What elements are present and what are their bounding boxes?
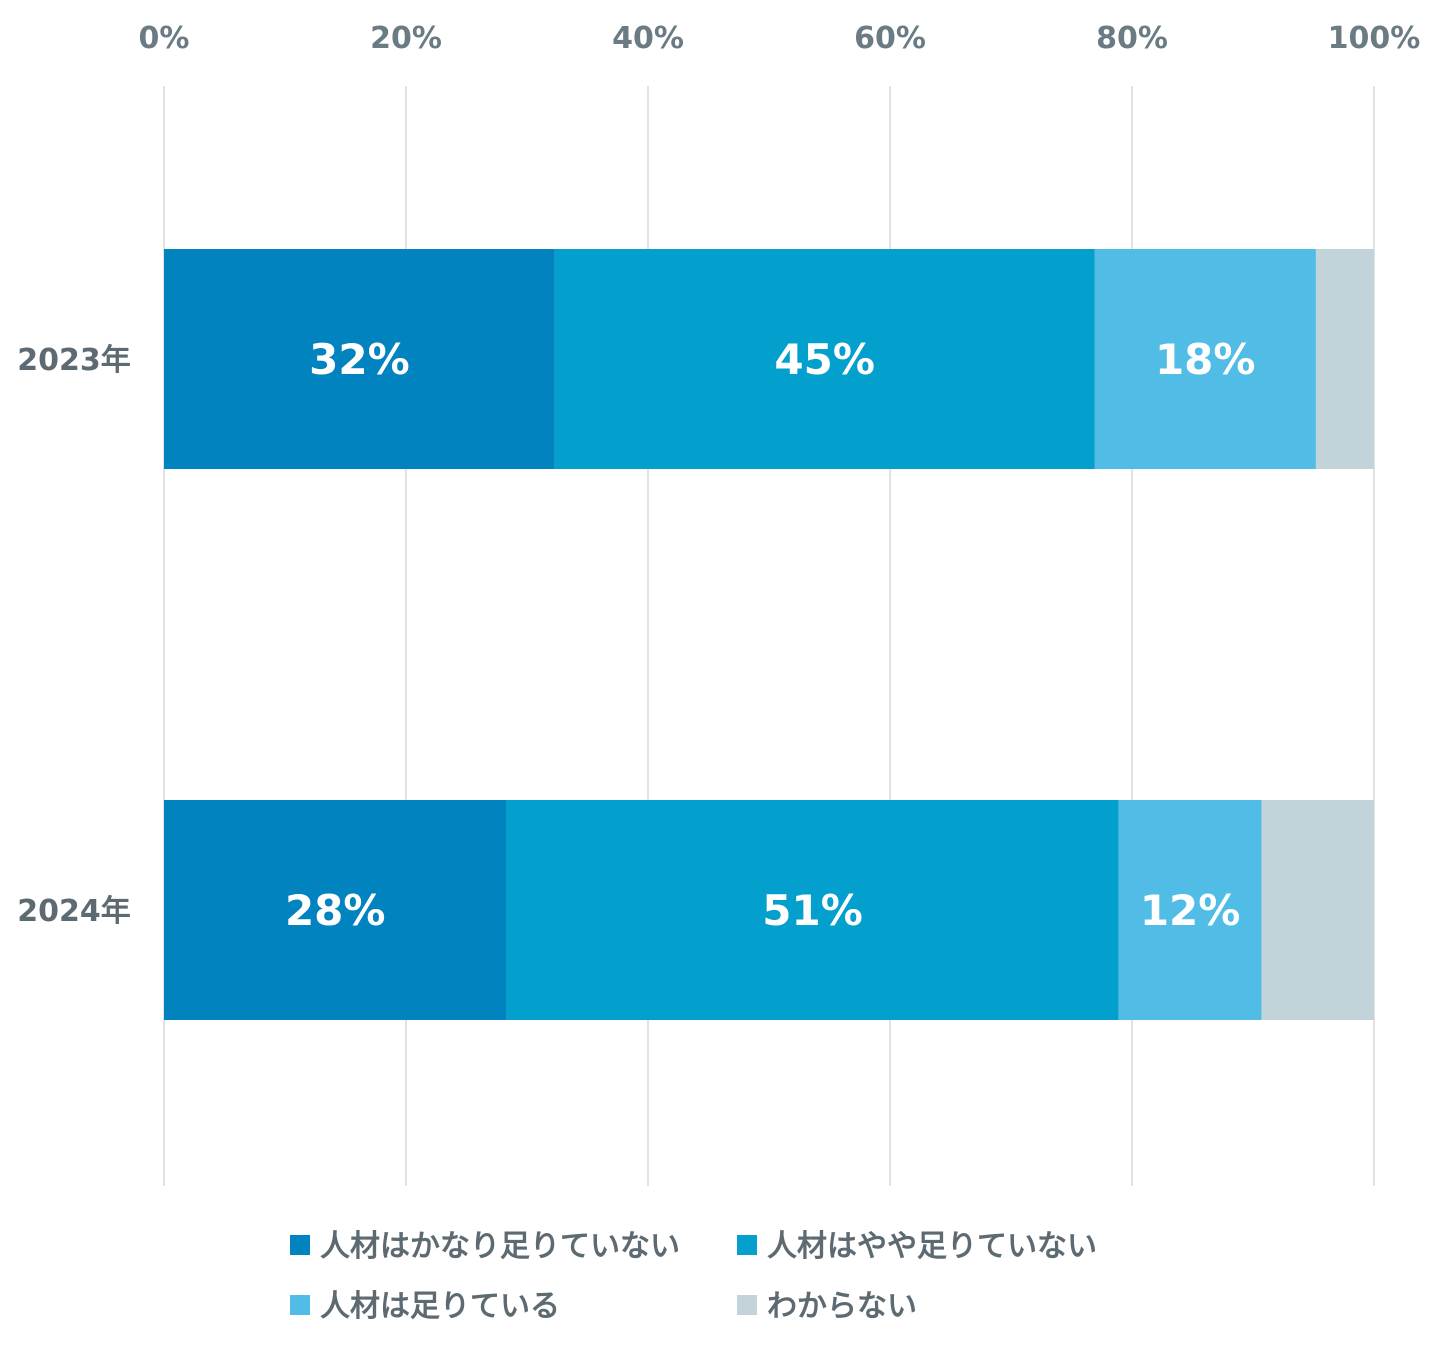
- legend-swatch: [290, 1235, 310, 1255]
- x-tick-label: 0%: [139, 21, 190, 56]
- bar-value-label: 32%: [309, 335, 410, 384]
- legend-swatch: [737, 1235, 757, 1255]
- bar-value-label: 18%: [1155, 335, 1256, 384]
- x-tick-label: 100%: [1328, 21, 1421, 56]
- bar-segment: [1118, 800, 1262, 1020]
- category-labels: 2023年 2024年: [17, 343, 131, 929]
- bar-segment: [1315, 249, 1374, 469]
- bar-segment: [164, 800, 507, 1020]
- category-label: 2023年: [17, 343, 131, 378]
- legend-label: 人材はやや足りていない: [767, 1229, 1097, 1264]
- legend-swatch: [737, 1295, 757, 1315]
- category-label: 2024年: [17, 894, 131, 929]
- legend-label: 人材は足りている: [320, 1289, 560, 1324]
- bar-segment: [1261, 800, 1374, 1020]
- bar-value-label: 45%: [774, 335, 875, 384]
- bar-value-label: 12%: [1140, 886, 1241, 935]
- x-tick-label: 60%: [854, 21, 926, 56]
- bar-segment: [164, 249, 555, 469]
- legend-label: 人材はかなり足りていない: [320, 1229, 680, 1264]
- bar-segment: [506, 800, 1119, 1020]
- x-tick-label: 80%: [1096, 21, 1168, 56]
- bar-segment: [1094, 249, 1316, 469]
- legend-label: わからない: [767, 1289, 917, 1324]
- bar-segment: [554, 249, 1095, 469]
- legend-swatch: [290, 1295, 310, 1315]
- x-tick-label: 40%: [612, 21, 684, 56]
- x-tick-label: 20%: [370, 21, 442, 56]
- x-axis-ticks: 0% 20% 40% 60% 80% 100%: [139, 21, 1421, 56]
- bar-value-label: 28%: [285, 886, 386, 935]
- bars: 32% 45% 18% 28% 51% 12%: [164, 249, 1374, 1020]
- bar-value-label: 51%: [762, 886, 863, 935]
